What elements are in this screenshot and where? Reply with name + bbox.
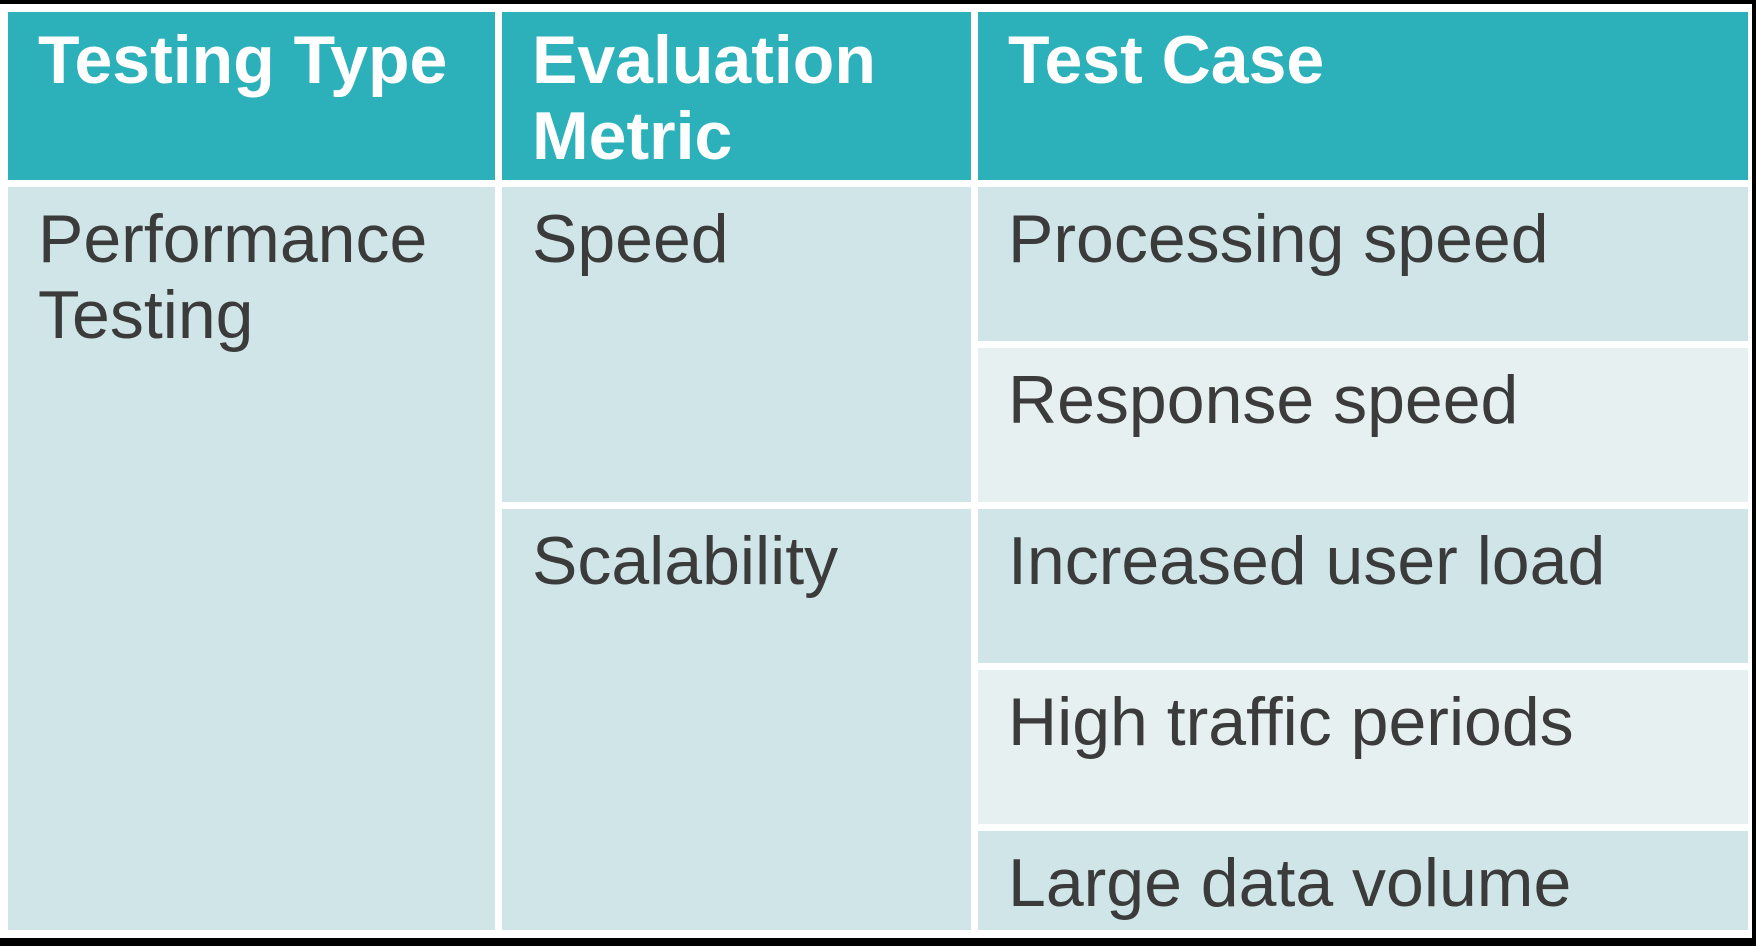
column-header-evaluation-metric: Evaluation Metric — [502, 12, 971, 180]
testing-type-cell: Performance Testing — [8, 187, 495, 930]
test-case-cell-processing-speed: Processing speed — [978, 187, 1748, 341]
testing-table: Testing Type Evaluation Metric Test Case… — [8, 12, 1748, 930]
test-case-cell-response-speed: Response speed — [978, 348, 1748, 502]
right-border-line — [1752, 0, 1756, 946]
column-header-test-case: Test Case — [978, 12, 1748, 180]
metric-cell-speed: Speed — [502, 187, 971, 502]
metric-cell-scalability: Scalability — [502, 509, 971, 930]
test-case-cell-increased-user-load: Increased user load — [978, 509, 1748, 663]
test-case-cell-large-data-volume: Large data volume — [978, 831, 1748, 930]
test-case-cell-high-traffic-periods: High traffic periods — [978, 670, 1748, 824]
column-header-testing-type: Testing Type — [8, 12, 495, 180]
bottom-border-line — [0, 938, 1756, 946]
top-border-line — [0, 0, 1756, 4]
